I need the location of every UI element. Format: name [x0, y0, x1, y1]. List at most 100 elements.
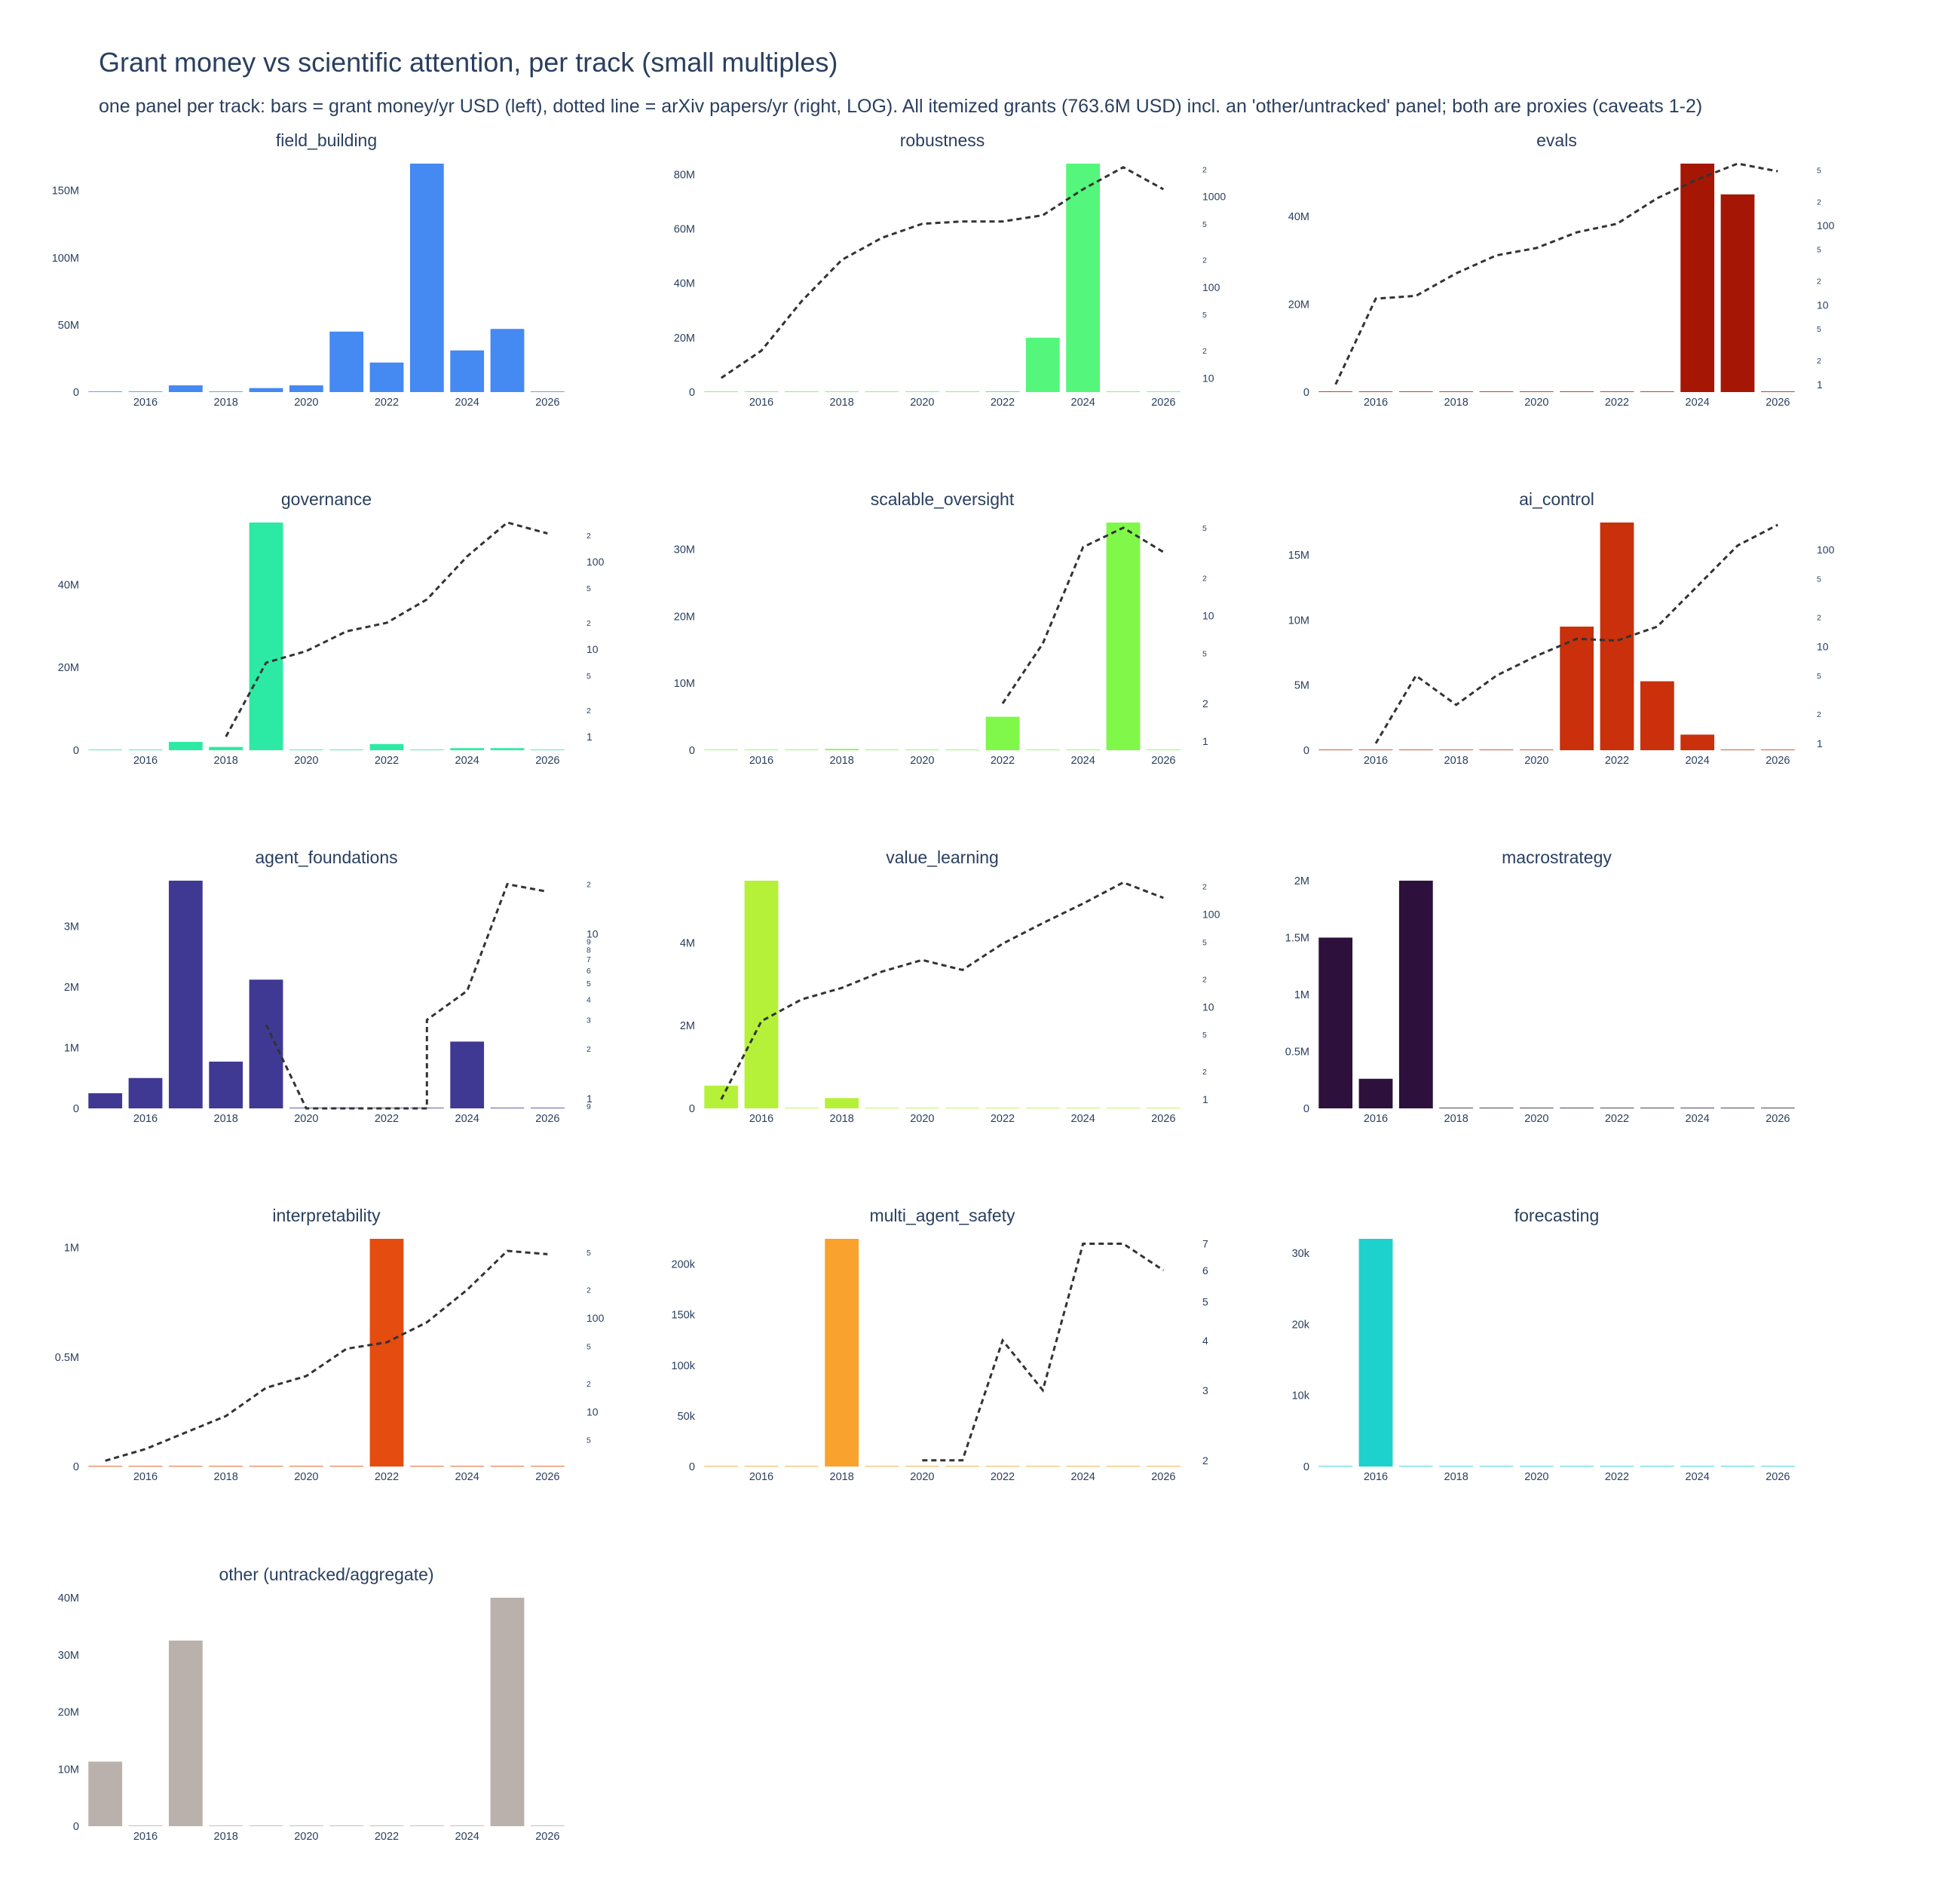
panel-title: value_learning: [886, 847, 999, 867]
y2-tick-label: 5: [586, 1249, 591, 1258]
panel-scalable-oversight: scalable_oversight 0 10M 20M 30M 2016 2018 2020…: [674, 489, 1214, 767]
panel-title: field_building: [276, 130, 377, 150]
x-tick-label: 2026: [535, 1471, 559, 1483]
bar-2024: [450, 350, 485, 392]
x-tick-label: 2024: [455, 1471, 479, 1483]
x-tick-label: 2016: [133, 755, 158, 767]
bar-2015: [1318, 937, 1353, 1108]
bar-2018: [1439, 749, 1474, 750]
bar-2017: [168, 1640, 203, 1826]
bar-2017: [1398, 881, 1433, 1108]
y-tick-label: 30k: [1292, 1248, 1310, 1260]
chart-title: Grant money vs scientific attention, per…: [99, 47, 838, 78]
y2-tick-label: 5: [586, 1342, 591, 1351]
y2-tick-label: 6: [586, 967, 591, 976]
bar-2021: [1560, 1466, 1594, 1467]
panel-interpretability: interpretability 0 0.5M 1M 2016 2018 2020 2022 2…: [55, 1206, 605, 1483]
y2-tick-label: 10: [586, 643, 599, 655]
papers-line: [720, 166, 1165, 379]
y-tick-label: 0: [1303, 1461, 1309, 1473]
bar-2023: [1025, 1466, 1060, 1467]
x-tick-label: 2026: [535, 755, 559, 767]
y-tick-label: 50M: [58, 320, 79, 332]
x-tick-label: 2020: [910, 755, 934, 767]
y-tick-label: 50k: [678, 1411, 696, 1423]
panel-multi-agent-safety: multi_agent_safety 0 50k 100k 150k 200k 2016 20…: [672, 1206, 1208, 1483]
y-tick-label: 10M: [1288, 615, 1309, 627]
bar-2016: [128, 1825, 163, 1826]
bar-2025: [490, 1466, 525, 1467]
bar-2015: [704, 391, 739, 392]
bar-2022: [369, 743, 404, 750]
y-tick-label: 0: [73, 1821, 79, 1833]
panel-title: scalable_oversight: [871, 489, 1015, 509]
bar-2023: [1025, 337, 1060, 392]
bar-2015: [1318, 391, 1353, 392]
y-tick-label: 20M: [58, 662, 79, 674]
y2-tick-label: 2: [586, 1045, 591, 1054]
bar-2020: [289, 1825, 323, 1826]
bar-2019: [1479, 1466, 1514, 1467]
y2-tick-label: 5: [586, 672, 591, 681]
bar-2017: [168, 881, 203, 1108]
bar-2016: [128, 1466, 163, 1467]
y-tick-label: 100M: [52, 253, 79, 265]
y-tick-label: 10M: [674, 678, 695, 690]
bar-2022: [985, 391, 1020, 392]
bar-2018: [825, 1239, 859, 1467]
bar-2021: [329, 1825, 364, 1826]
x-tick-label: 2026: [1151, 1113, 1175, 1125]
y-tick-label: 10M: [58, 1764, 79, 1776]
bar-2020: [1519, 749, 1554, 750]
y2-tick-label: 1: [1202, 735, 1208, 747]
bar-2025: [1106, 523, 1141, 750]
bar-2021: [1560, 391, 1594, 392]
bar-2022: [369, 1825, 404, 1826]
y2-tick-label: 5: [1817, 325, 1821, 334]
papers-line: [720, 881, 1164, 1100]
y2-tick-label: 5: [586, 1436, 591, 1445]
y2-tick-label: 6: [1202, 1264, 1208, 1277]
bar-2017: [784, 749, 819, 750]
bar-2015: [88, 1761, 123, 1826]
x-tick-label: 2018: [1444, 755, 1468, 767]
x-tick-label: 2016: [1364, 1471, 1388, 1483]
bar-2022: [369, 1239, 404, 1467]
x-tick-label: 2026: [1151, 1471, 1175, 1483]
bar-2023: [409, 749, 444, 750]
bar-2017: [1398, 391, 1433, 392]
y2-tick-label: 2: [1202, 882, 1207, 891]
panel-other-untracked-aggregate: other (untracked/aggregate) 0 10M 20M 30M 40M…: [58, 1565, 565, 1843]
x-tick-label: 2016: [749, 755, 773, 767]
y2-tick-label: 2: [1202, 165, 1207, 174]
x-tick-label: 2024: [455, 755, 479, 767]
bar-2025: [490, 748, 525, 750]
y2-tick-label: 2: [1202, 1068, 1207, 1077]
bar-2026: [530, 1825, 565, 1826]
bar-2025: [1720, 194, 1755, 392]
bar-2020: [905, 749, 939, 750]
bar-2022: [1600, 391, 1634, 392]
y-tick-label: 150k: [672, 1310, 696, 1322]
bar-2015: [1318, 1466, 1353, 1467]
y2-tick-label: 5: [1202, 220, 1207, 229]
x-tick-label: 2024: [1686, 1471, 1710, 1483]
bar-2025: [1720, 749, 1755, 750]
bar-2017: [784, 391, 819, 392]
bar-2016: [128, 1077, 163, 1108]
y2-tick-label: 9: [586, 937, 591, 946]
bar-2023: [409, 164, 444, 392]
bar-2017: [1398, 1466, 1433, 1467]
y-tick-label: 20M: [674, 333, 695, 345]
bar-2021: [329, 1466, 364, 1467]
bar-2026: [1146, 1466, 1181, 1467]
panel-title: multi_agent_safety: [869, 1206, 1015, 1225]
papers-line: [225, 521, 548, 737]
bar-2021: [329, 331, 364, 392]
bar-2015: [88, 391, 123, 392]
x-tick-label: 2022: [375, 755, 399, 767]
y2-tick-label: 5: [1202, 524, 1207, 533]
x-tick-label: 2018: [214, 1471, 238, 1483]
y2-tick-label: 5: [586, 584, 591, 593]
x-tick-label: 2026: [535, 397, 559, 409]
